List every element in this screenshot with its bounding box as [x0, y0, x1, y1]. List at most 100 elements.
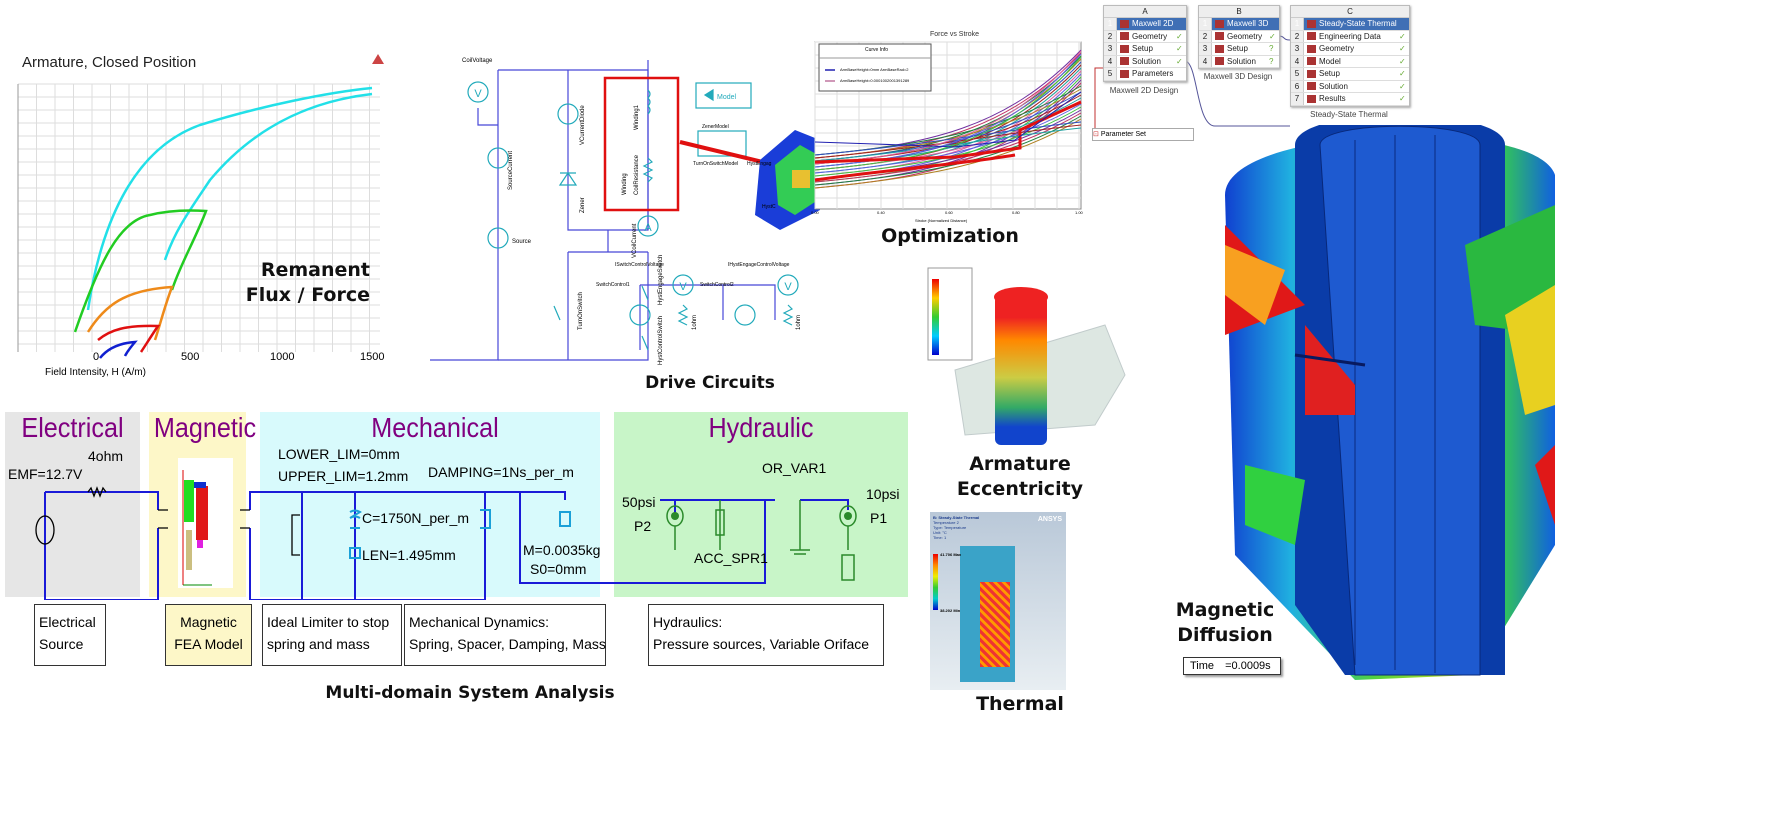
- status-icon: ✓: [1399, 56, 1406, 66]
- desc-hydraulic: Hydraulics: Pressure sources, Variable O…: [648, 604, 884, 666]
- status-icon: ✓: [1399, 94, 1406, 103]
- winding-highlight-box: [603, 76, 680, 212]
- system-b[interactable]: B 1 Maxwell 3D 2 Geometry ✓ 3 Setup ? 4 …: [1198, 5, 1280, 69]
- system-row[interactable]: 3 Setup ?: [1199, 43, 1279, 56]
- row-label: Results: [1319, 94, 1346, 103]
- system-row[interactable]: 4 Solution ?: [1199, 55, 1279, 68]
- electrical-title: Electrical: [21, 412, 124, 443]
- system-column-header: A: [1104, 6, 1186, 18]
- lbl-source-current: SourceCurrent: [508, 151, 514, 190]
- thermal-sub-0: Temperature 2: [933, 520, 959, 525]
- system-c[interactable]: C 1 Steady-State Thermal 2 Engineering D…: [1290, 5, 1410, 107]
- warning-icon: [372, 54, 384, 64]
- system-row[interactable]: 4 Solution ✓: [1104, 55, 1186, 68]
- system-row[interactable]: 1 Steady-State Thermal: [1291, 18, 1409, 31]
- lbl-v-coil-current: VCoilCurrent: [632, 223, 638, 258]
- param-len: LEN=1.495mm: [362, 547, 456, 563]
- desc-mechanical: Mechanical Dynamics: Spring, Spacer, Dam…: [404, 604, 606, 666]
- system-row[interactable]: 5 Parameters: [1104, 68, 1186, 81]
- row-label: Solution: [1227, 56, 1256, 66]
- x-tick-500: 500: [181, 351, 200, 363]
- lbl-hyst-engage-switch: HystEngageSwitch: [658, 255, 664, 305]
- diffusion-caption-2: Diffusion: [1177, 624, 1273, 646]
- svg-text:V: V: [474, 88, 482, 100]
- lbl-switch-control2: SwitchControl2: [700, 282, 734, 288]
- mechanical-title: Mechanical: [371, 412, 499, 443]
- series-orange: [86, 285, 174, 341]
- row-number: 1: [1199, 18, 1212, 30]
- eccentricity-model: [925, 265, 1135, 450]
- row-number: 1: [1104, 18, 1117, 30]
- cell-icon: [1120, 57, 1129, 65]
- system-row[interactable]: 1 Maxwell 3D: [1199, 18, 1279, 31]
- row-label: Geometry: [1227, 31, 1263, 41]
- status-icon: ✓: [1399, 44, 1406, 53]
- bh-chart-title: Armature, Closed Position: [22, 54, 197, 71]
- desc-limiter-1: Ideal Limiter to stop: [267, 614, 390, 630]
- row-number: 4: [1291, 55, 1304, 67]
- lbl-zener: Zener: [580, 197, 586, 213]
- opt-series-line: [814, 106, 1082, 177]
- time-value: =0.0009s: [1225, 660, 1271, 672]
- electrical-panel: [5, 412, 140, 597]
- system-schematic: [35, 458, 857, 600]
- lbl-1ohm-b: 1ohm: [796, 315, 802, 330]
- row-label: Maxwell 3D: [1227, 19, 1269, 28]
- lbl-model: Model: [717, 94, 737, 101]
- status-icon: ✓: [1399, 69, 1406, 78]
- lbl-switch-control1: SwitchControl1: [596, 282, 630, 288]
- diffusion-caption: Magnetic Diffusion: [1160, 598, 1290, 648]
- param-upper-lim: UPPER_LIM=1.2mm: [278, 468, 409, 484]
- cell-icon: [1215, 19, 1224, 28]
- hydraulic-title: Hydraulic: [708, 412, 814, 443]
- lbl-hyst-engage-control-voltage: IHystEngageControlVoltage: [728, 262, 790, 268]
- desc-hydraulic-1: Hydraulics:: [653, 614, 723, 630]
- parameter-set-label: Parameter Set: [1100, 131, 1146, 138]
- cell-icon: [1120, 32, 1129, 40]
- system-row[interactable]: 5 Setup ✓: [1291, 68, 1409, 81]
- cell-icon: [1120, 44, 1129, 53]
- cell-icon: [1307, 19, 1316, 28]
- opt-plot: [814, 41, 1082, 210]
- system-row[interactable]: 4 Model ✓: [1291, 55, 1409, 68]
- optimal-curve: [814, 100, 1082, 164]
- status-icon: ✓: [1176, 31, 1183, 41]
- system-row[interactable]: 3 Geometry ✓: [1291, 43, 1409, 56]
- system-row[interactable]: 6 Solution ✓: [1291, 80, 1409, 93]
- system-row[interactable]: 2 Engineering Data ✓: [1291, 30, 1409, 43]
- lbl-turn-on-switch-model: TurnOnSwitchModel: [693, 161, 738, 167]
- optimization-caption: Optimization: [881, 225, 1019, 247]
- system-row[interactable]: 7 Results ✓: [1291, 93, 1409, 106]
- thermal-sub-2: Unit: °C: [933, 530, 947, 535]
- system-row[interactable]: 3 Setup ✓: [1104, 43, 1186, 56]
- row-label: Parameters: [1132, 69, 1174, 78]
- row-label: Setup: [1227, 44, 1248, 53]
- time-readout: Time =0.0009s: [1183, 657, 1281, 675]
- opt-tick-2: 0.60: [945, 210, 953, 215]
- lbl-zener-model: ZenerModel: [702, 124, 729, 130]
- desc-limiter: Ideal Limiter to stop spring and mass: [262, 604, 402, 666]
- param-orifice: OR_VAR1: [762, 460, 827, 476]
- opt-tick-1: 0.40: [877, 210, 885, 215]
- row-number: 5: [1104, 68, 1117, 80]
- row-number: 2: [1199, 30, 1212, 42]
- magnetic-title: Magnetic: [153, 412, 257, 443]
- lbl-winding1: Winding1: [634, 104, 640, 130]
- param-p2-value: 50psi: [622, 494, 656, 510]
- row-label: Setup: [1319, 69, 1340, 78]
- system-row[interactable]: 2 Geometry ✓: [1199, 30, 1279, 43]
- svg-text:V: V: [784, 281, 792, 293]
- status-icon: ✓: [1176, 56, 1183, 66]
- desc-electrical: Electrical Source: [34, 604, 106, 666]
- system-row[interactable]: 2 Geometry ✓: [1104, 30, 1186, 43]
- system-c-caption: Steady-State Thermal: [1310, 110, 1388, 119]
- param-acc: ACC_SPR1: [694, 550, 768, 566]
- opt-series-line: [814, 56, 1082, 171]
- param-lower-lim: LOWER_LIM=0mm: [278, 446, 400, 462]
- system-row[interactable]: 1 Maxwell 2D: [1104, 18, 1186, 31]
- system-a[interactable]: A 1 Maxwell 2D 2 Geometry ✓ 3 Setup ✓ 4 …: [1103, 5, 1187, 82]
- parameter-set[interactable]: ⊡ Parameter Set: [1092, 128, 1194, 141]
- solenoid-3d-model: [755, 130, 820, 230]
- highlight-arrow: [679, 140, 776, 167]
- row-label: Solution: [1319, 81, 1348, 91]
